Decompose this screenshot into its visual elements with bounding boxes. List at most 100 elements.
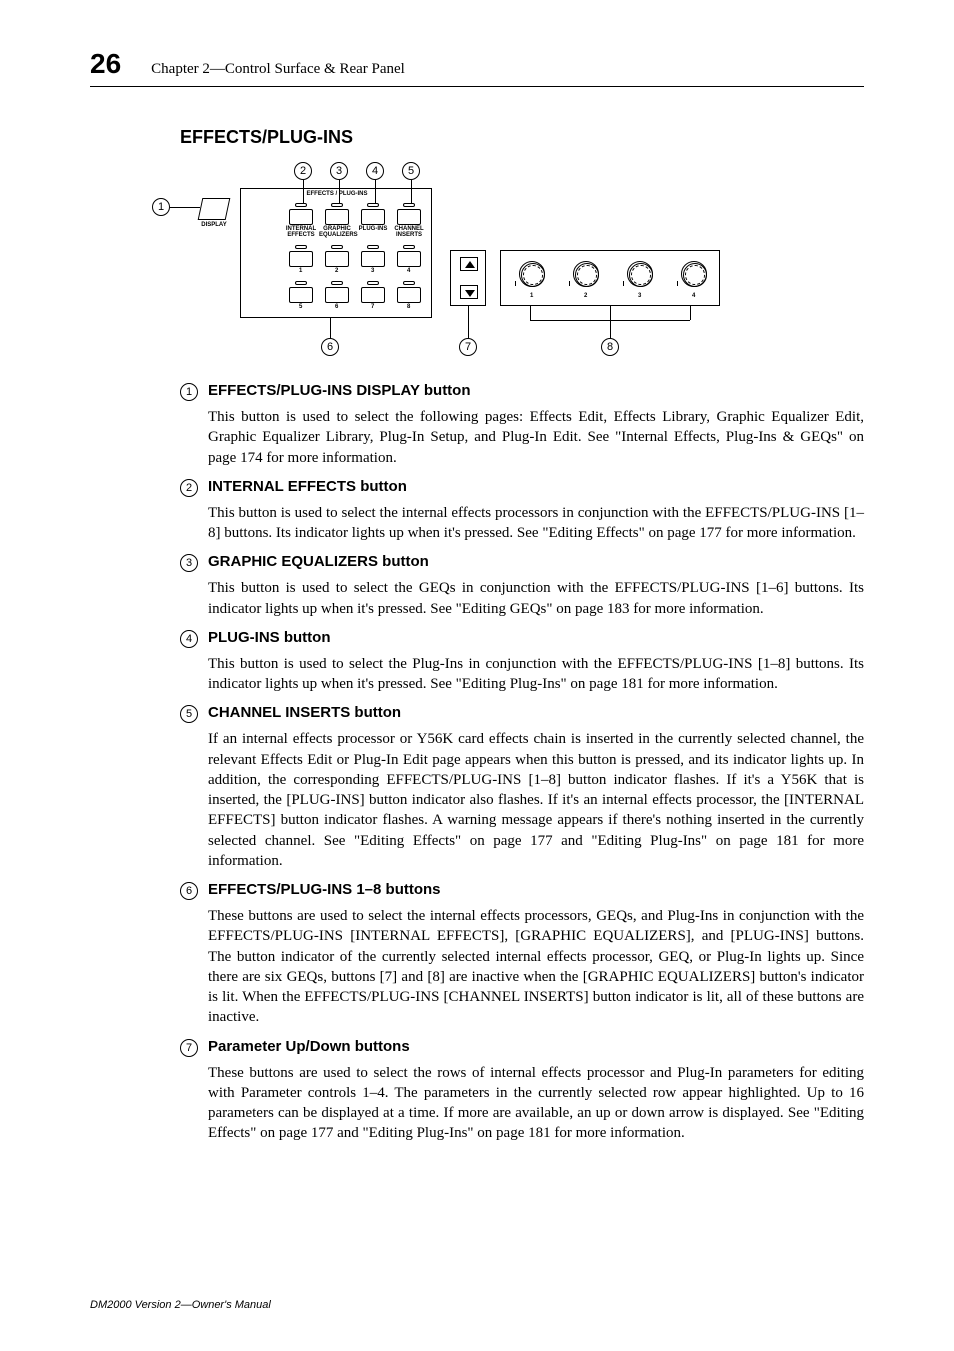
item-number: 3 xyxy=(180,554,198,572)
item-title: EFFECTS/PLUG-INS DISPLAY button xyxy=(208,382,471,401)
callout-6: 6 xyxy=(321,338,339,356)
callout-5: 5 xyxy=(402,162,420,180)
callout-line xyxy=(170,207,200,208)
item-5: 5 CHANNEL INSERTS button xyxy=(180,704,864,723)
callout-line xyxy=(690,306,691,320)
item-number: 2 xyxy=(180,479,198,497)
item-title: INTERNAL EFFECTS button xyxy=(208,478,407,497)
btn-num-4: 4 xyxy=(407,268,410,274)
knob-num-4: 4 xyxy=(692,293,695,299)
display-button[interactable] xyxy=(198,198,231,220)
param-up-button[interactable] xyxy=(460,257,478,271)
led xyxy=(403,203,415,207)
item-body: If an internal effects processor or Y56K… xyxy=(208,729,864,871)
knob-tick xyxy=(515,281,516,286)
fx-button-1[interactable] xyxy=(289,251,313,267)
led xyxy=(331,245,343,249)
effects-plugins-diagram: 2 3 4 5 1 EFFECTS / PLUG-INS INTERNAL EF… xyxy=(180,162,800,362)
param-down-button[interactable] xyxy=(460,285,478,299)
label-internal-effects: INTERNAL EFFECTS xyxy=(283,226,319,238)
callout-line xyxy=(610,306,611,338)
btn-num-2: 2 xyxy=(335,268,338,274)
led xyxy=(331,203,343,207)
updown-panel xyxy=(450,250,486,306)
param-knob-2[interactable] xyxy=(573,261,599,287)
param-knob-4[interactable] xyxy=(681,261,707,287)
callout-2: 2 xyxy=(294,162,312,180)
item-number: 6 xyxy=(180,882,198,900)
fx-button-8[interactable] xyxy=(397,287,421,303)
label-graphic-eq: GRAPHIC EQUALIZERS xyxy=(319,226,355,238)
item-body: This button is used to select the intern… xyxy=(208,503,864,544)
callout-line xyxy=(468,306,469,338)
knob-panel: 1 2 3 4 xyxy=(500,250,720,306)
item-body: This button is used to select the Plug-I… xyxy=(208,654,864,695)
up-arrow-icon xyxy=(461,258,479,272)
led xyxy=(295,245,307,249)
label-channel-inserts: CHANNEL INSERTS xyxy=(391,226,427,238)
led xyxy=(331,281,343,285)
fx-button-3[interactable] xyxy=(361,251,385,267)
down-arrow-icon xyxy=(461,286,479,300)
panel-title-label: EFFECTS / PLUG-INS xyxy=(241,191,433,197)
page-number: 26 xyxy=(90,48,121,80)
btn-num-8: 8 xyxy=(407,304,410,310)
fx-button-6[interactable] xyxy=(325,287,349,303)
item-body: These buttons are used to select the int… xyxy=(208,906,864,1028)
chapter-title: Chapter 2—Control Surface & Rear Panel xyxy=(151,61,405,78)
led xyxy=(295,281,307,285)
internal-effects-button[interactable] xyxy=(289,209,313,225)
knob-num-2: 2 xyxy=(584,293,587,299)
fx-button-2[interactable] xyxy=(325,251,349,267)
led xyxy=(295,203,307,207)
item-title: EFFECTS/PLUG-INS 1–8 buttons xyxy=(208,881,441,900)
led xyxy=(403,245,415,249)
label-plug-ins: PLUG-INS xyxy=(355,226,391,232)
item-title: GRAPHIC EQUALIZERS button xyxy=(208,553,429,572)
knob-num-3: 3 xyxy=(638,293,641,299)
item-title: PLUG-INS button xyxy=(208,629,330,648)
content-area: EFFECTS/PLUG-INS 2 3 4 5 1 EFFECTS / PLU… xyxy=(180,127,864,1144)
led xyxy=(367,281,379,285)
btn-num-1: 1 xyxy=(299,268,302,274)
item-body: This button is used to select the follow… xyxy=(208,407,864,468)
item-3: 3 GRAPHIC EQUALIZERS button xyxy=(180,553,864,572)
channel-inserts-button[interactable] xyxy=(397,209,421,225)
item-title: Parameter Up/Down buttons xyxy=(208,1038,410,1057)
panel-effects-plugins: EFFECTS / PLUG-INS INTERNAL EFFECTS GRAP… xyxy=(240,188,432,318)
display-label: DISPLAY xyxy=(194,222,234,228)
item-1: 1 EFFECTS/PLUG-INS DISPLAY button xyxy=(180,382,864,401)
item-number: 1 xyxy=(180,383,198,401)
footer-text: DM2000 Version 2—Owner's Manual xyxy=(90,1299,271,1311)
btn-num-6: 6 xyxy=(335,304,338,310)
callout-line xyxy=(530,306,531,320)
param-knob-3[interactable] xyxy=(627,261,653,287)
knob-num-1: 1 xyxy=(530,293,533,299)
callout-8: 8 xyxy=(601,338,619,356)
item-6: 6 EFFECTS/PLUG-INS 1–8 buttons xyxy=(180,881,864,900)
callout-4: 4 xyxy=(366,162,384,180)
item-4: 4PLUG-INS button xyxy=(180,629,864,648)
item-2: 2 INTERNAL EFFECTS button xyxy=(180,478,864,497)
item-title: CHANNEL INSERTS button xyxy=(208,704,401,723)
item-body: These buttons are used to select the row… xyxy=(208,1063,864,1144)
knob-tick xyxy=(677,281,678,286)
param-knob-1[interactable] xyxy=(519,261,545,287)
callout-line xyxy=(330,318,331,338)
plug-ins-button[interactable] xyxy=(361,209,385,225)
callout-7: 7 xyxy=(459,338,477,356)
fx-button-4[interactable] xyxy=(397,251,421,267)
btn-num-5: 5 xyxy=(299,304,302,310)
fx-button-5[interactable] xyxy=(289,287,313,303)
led xyxy=(367,245,379,249)
led xyxy=(403,281,415,285)
btn-num-7: 7 xyxy=(371,304,374,310)
knob-tick xyxy=(623,281,624,286)
knob-tick xyxy=(569,281,570,286)
callout-1: 1 xyxy=(152,198,170,216)
item-number: 7 xyxy=(180,1039,198,1057)
items-list: 1 EFFECTS/PLUG-INS DISPLAY button This but… xyxy=(180,382,864,1144)
graphic-equalizers-button[interactable] xyxy=(325,209,349,225)
item-number: 5 xyxy=(180,705,198,723)
fx-button-7[interactable] xyxy=(361,287,385,303)
